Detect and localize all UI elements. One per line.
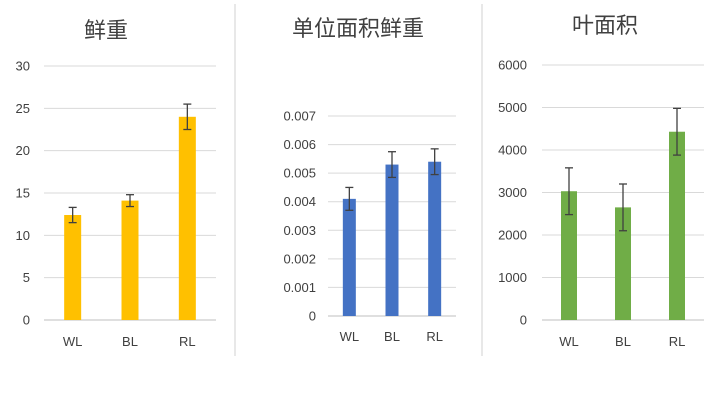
y-tick-label: 0.006 bbox=[283, 137, 316, 152]
y-tick-label: 6000 bbox=[498, 58, 527, 73]
chart-2: 单位面积鲜重 0 0.001 0.002 0.003 0.004 0.005 0.006 0.0… bbox=[283, 17, 456, 344]
y-tick-label: 0 bbox=[23, 313, 30, 328]
x-tick-label: RL bbox=[426, 329, 443, 344]
y-tick-label: 0.002 bbox=[283, 251, 316, 266]
x-tick-label: WL bbox=[340, 329, 360, 344]
chart-title: 鲜重 bbox=[84, 19, 128, 44]
x-tick-label: BL bbox=[384, 329, 400, 344]
chart-title: 叶面积 bbox=[572, 14, 638, 39]
x-tick-label: RL bbox=[669, 334, 686, 349]
bar-rl bbox=[669, 131, 685, 320]
y-tick-label: 0.007 bbox=[283, 109, 316, 124]
y-tick-label: 15 bbox=[16, 186, 30, 201]
y-tick-label: 3000 bbox=[498, 185, 527, 200]
y-tick-label: 4000 bbox=[498, 143, 527, 158]
bar-rl bbox=[178, 116, 196, 320]
x-tick-label: BL bbox=[615, 334, 631, 349]
chart-3: 叶面积 0 1000 2000 3000 4000 5000 6000 WL BL RL bbox=[498, 14, 704, 349]
bar-wl bbox=[561, 191, 577, 320]
y-tick-label: 0.001 bbox=[283, 280, 316, 295]
y-tick-label: 5000 bbox=[498, 100, 527, 115]
y-tick-label: 0.004 bbox=[283, 194, 316, 209]
bar-bl bbox=[385, 164, 399, 316]
bar-wl bbox=[64, 215, 82, 320]
y-tick-label: 0 bbox=[309, 309, 316, 324]
charts-group: 鲜重 0 5 10 15 20 25 30 WL BL RL 单位面积鲜重 0 0.001 0.002 0.0… bbox=[16, 14, 704, 349]
chart-1: 鲜重 0 5 10 15 20 25 30 WL BL RL bbox=[16, 19, 216, 349]
x-tick-label: RL bbox=[179, 334, 196, 349]
y-tick-label: 0.003 bbox=[283, 223, 316, 238]
bar-bl bbox=[615, 207, 631, 320]
bar-bl bbox=[121, 200, 139, 320]
x-tick-label: WL bbox=[559, 334, 579, 349]
y-tick-label: 0.005 bbox=[283, 166, 316, 181]
bar-rl bbox=[428, 161, 442, 316]
y-tick-label: 0 bbox=[520, 313, 527, 328]
x-tick-label: BL bbox=[122, 334, 138, 349]
bar-wl bbox=[342, 198, 356, 316]
y-tick-label: 2000 bbox=[498, 228, 527, 243]
y-tick-label: 10 bbox=[16, 228, 30, 243]
chart-title: 单位面积鲜重 bbox=[292, 17, 424, 42]
y-tick-label: 25 bbox=[16, 101, 30, 116]
x-tick-label: WL bbox=[63, 334, 83, 349]
y-tick-label: 20 bbox=[16, 143, 30, 158]
y-tick-label: 5 bbox=[23, 270, 30, 285]
y-tick-label: 30 bbox=[16, 59, 30, 74]
y-tick-label: 1000 bbox=[498, 270, 527, 285]
